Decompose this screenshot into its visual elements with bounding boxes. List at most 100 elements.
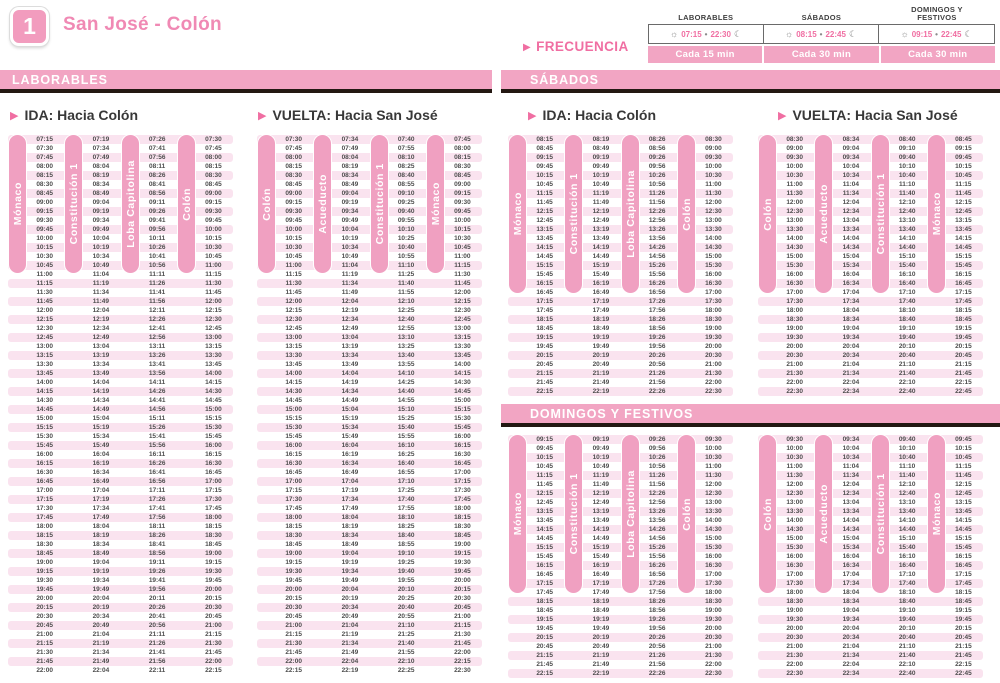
timetable-row: 12:15 12:19 12:25 12:30 bbox=[257, 306, 482, 315]
departure-time-cell: 10:34 bbox=[842, 454, 860, 461]
departure-time-cell: 09:26 bbox=[648, 436, 666, 443]
timetable-row: 20:00 20:04 20:10 20:15 bbox=[257, 585, 482, 594]
departure-time-cell: 15:49 bbox=[92, 442, 110, 449]
station-pill: Colón bbox=[759, 135, 776, 293]
departure-time-cell: 10:49 bbox=[592, 463, 610, 470]
departure-time-cell: 16:49 bbox=[592, 571, 610, 578]
departure-time-cell: 17:34 bbox=[842, 580, 860, 587]
departure-time-cell: 22:11 bbox=[148, 667, 166, 674]
timetable-rows: 07:30 07:34 07:40 07:45 07:45 07:49 07:55 08:00… bbox=[257, 135, 482, 675]
departure-time-cell: 18:00 bbox=[285, 514, 302, 521]
departure-time-cell: 18:30 bbox=[786, 316, 803, 323]
timetable-row: 13:00 13:04 13:11 13:15 bbox=[8, 342, 233, 351]
departure-time-cell: 16:00 bbox=[205, 442, 222, 449]
departure-time-cell: 10:10 bbox=[397, 226, 415, 233]
timetable-row: 20:45 20:49 20:56 21:00 bbox=[508, 360, 733, 369]
departure-time-cell: 21:40 bbox=[898, 370, 916, 377]
timetable-row: 20:15 20:19 20:26 20:30 bbox=[508, 351, 733, 360]
departure-time-cell: 15:55 bbox=[397, 433, 415, 440]
departure-time-cell: 08:30 bbox=[786, 136, 803, 143]
departure-time-cell: 20:15 bbox=[36, 604, 53, 611]
departure-time-cell: 20:15 bbox=[205, 595, 222, 602]
departure-time-cell: 13:40 bbox=[898, 508, 916, 515]
timetable-row: 21:45 21:49 21:56 22:00 bbox=[508, 378, 733, 387]
timetable-row: 16:00 16:04 16:10 16:15 bbox=[257, 441, 482, 450]
departure-time-cell: 11:41 bbox=[148, 289, 166, 296]
departure-time-cell: 17:00 bbox=[285, 478, 302, 485]
departure-time-cell: 18:49 bbox=[592, 607, 610, 614]
departure-time-cell: 12:04 bbox=[842, 481, 860, 488]
departure-time-cell: 20:34 bbox=[842, 634, 860, 641]
departure-time-cell: 14:00 bbox=[705, 517, 722, 524]
timetable-row: 09:45 09:49 09:56 10:00 bbox=[8, 225, 233, 234]
timetable-row: 12:30 12:34 12:40 12:45 bbox=[758, 489, 983, 498]
departure-time-cell: 19:04 bbox=[842, 325, 860, 332]
departure-time-cell: 10:55 bbox=[397, 253, 415, 260]
departure-time-cell: 20:15 bbox=[955, 625, 972, 632]
departure-time-cell: 13:49 bbox=[92, 370, 110, 377]
timetable-row: 13:15 13:19 13:25 13:30 bbox=[257, 342, 482, 351]
departure-time-cell: 12:00 bbox=[786, 199, 803, 206]
timetable-row: 15:30 15:34 15:40 15:45 bbox=[758, 543, 983, 552]
route-number-badge: 1 bbox=[10, 7, 49, 46]
departure-time-cell: 21:45 bbox=[955, 370, 972, 377]
departure-time-cell: 14:10 bbox=[898, 235, 916, 242]
departure-time-cell: 14:45 bbox=[955, 526, 972, 533]
departure-time-cell: 18:30 bbox=[786, 598, 803, 605]
timetable-row: 21:30 21:34 21:40 21:45 bbox=[758, 651, 983, 660]
timetable-row: 16:45 16:49 16:55 17:00 bbox=[257, 468, 482, 477]
departure-time-cell: 16:34 bbox=[842, 562, 860, 569]
departure-time-cell: 15:15 bbox=[536, 544, 553, 551]
departure-time-cell: 14:15 bbox=[285, 379, 302, 386]
departure-time-cell: 14:34 bbox=[842, 244, 860, 251]
departure-time-cell: 12:34 bbox=[842, 208, 860, 215]
departure-time-cell: 11:49 bbox=[592, 481, 610, 488]
timetable-rows: 07:15 07:19 07:26 07:30 07:30 07:34 07:41 07:45… bbox=[8, 135, 233, 675]
timetable-row: 22:30 22:34 22:40 22:45 bbox=[758, 387, 983, 396]
departure-time-cell: 17:00 bbox=[705, 571, 722, 578]
departure-time-cell: 18:30 bbox=[36, 541, 53, 548]
departure-time-cell: 13:55 bbox=[397, 361, 415, 368]
departure-time-cell: 12:45 bbox=[536, 499, 553, 506]
departure-time-cell: 21:15 bbox=[205, 631, 222, 638]
timetable-row: 17:15 17:19 17:26 17:30 bbox=[508, 579, 733, 588]
departure-time-cell: 22:10 bbox=[397, 658, 415, 665]
departure-time-cell: 09:30 bbox=[786, 154, 803, 161]
departure-time-cell: 19:15 bbox=[205, 559, 222, 566]
departure-time-cell: 19:45 bbox=[36, 586, 53, 593]
departure-time-cell: 21:45 bbox=[536, 661, 553, 668]
departure-time-cell: 10:40 bbox=[397, 244, 415, 251]
departure-time-cell: 17:15 bbox=[205, 487, 222, 494]
departure-time-cell: 14:34 bbox=[341, 388, 359, 395]
departure-time-cell: 10:30 bbox=[205, 244, 222, 251]
sun-icon: ☼ bbox=[784, 29, 794, 39]
departure-time-cell: 18:26 bbox=[648, 316, 666, 323]
departure-time-cell: 12:30 bbox=[285, 316, 302, 323]
departure-time-cell: 18:10 bbox=[898, 589, 916, 596]
timetable-row: 11:00 11:04 11:11 11:15 bbox=[8, 270, 233, 279]
departure-time-cell: 17:41 bbox=[148, 505, 166, 512]
timetable-row: 20:45 20:49 20:55 21:00 bbox=[257, 612, 482, 621]
timetable-row: 15:45 15:49 15:56 16:00 bbox=[508, 270, 733, 279]
departure-time-cell: 21:00 bbox=[705, 361, 722, 368]
departure-time-cell: 14:25 bbox=[397, 379, 415, 386]
timetable-row: 15:00 15:04 15:10 15:15 bbox=[758, 534, 983, 543]
timetable-row: 19:45 19:49 19:55 20:00 bbox=[257, 576, 482, 585]
departure-time-cell: 13:00 bbox=[786, 499, 803, 506]
departure-time-cell: 08:15 bbox=[454, 154, 471, 161]
departure-time-cell: 17:04 bbox=[842, 289, 860, 296]
departure-time-cell: 19:45 bbox=[955, 616, 972, 623]
departure-time-cell: 09:41 bbox=[148, 217, 166, 224]
departure-time-cell: 17:30 bbox=[786, 580, 803, 587]
departure-time-cell: 08:19 bbox=[92, 172, 110, 179]
timetable-row: 13:30 13:34 13:40 13:45 bbox=[257, 351, 482, 360]
departure-time-cell: 08:11 bbox=[148, 163, 166, 170]
departure-time-cell: 17:19 bbox=[92, 496, 110, 503]
station-name: Loba Capitolina bbox=[624, 470, 637, 558]
departure-time-cell: 09:15 bbox=[955, 145, 972, 152]
departure-time-cell: 20:56 bbox=[148, 622, 166, 629]
departure-time-cell: 12:00 bbox=[285, 298, 302, 305]
departure-time-cell: 20:30 bbox=[705, 634, 722, 641]
departure-time-cell: 10:00 bbox=[36, 235, 53, 242]
departure-time-cell: 21:45 bbox=[955, 652, 972, 659]
